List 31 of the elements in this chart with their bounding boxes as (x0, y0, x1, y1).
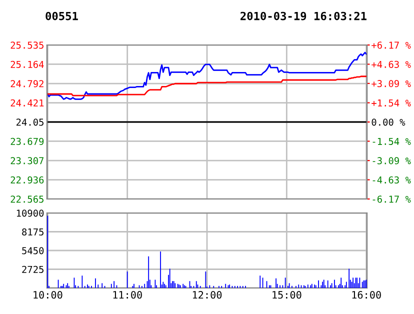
y2-tick-label: -3.09 % (372, 157, 411, 164)
y2-tick-label: +1.54 % (372, 100, 411, 107)
y2-tick-label: -1.54 % (372, 138, 411, 145)
chart-subtitle: 2010-03-19 16:03:21 (240, 12, 366, 20)
y-tick-label: 5450 (22, 247, 44, 254)
y-tick-label: 10900 (16, 210, 44, 217)
chart-title: 00551 (46, 12, 78, 20)
y-tick-label: 25.535 (10, 42, 44, 49)
x-tick-label: 12:00 (192, 291, 222, 299)
y-tick-label: 24.421 (10, 99, 44, 106)
y-tick-label: 8175 (22, 228, 44, 236)
y2-tick-label: +6.17 % (372, 42, 411, 49)
y-tick-label: 22.936 (10, 176, 44, 184)
y2-tick-label: 0.00 % (372, 118, 406, 126)
x-tick-label: 10:00 (34, 291, 62, 299)
y-tick-label: 2725 (22, 266, 44, 273)
x-tick-label: 11:00 (113, 291, 142, 299)
y2-tick-label: +3.09 % (372, 80, 411, 88)
line-series (47, 52, 367, 100)
y-tick-label: 23.679 (10, 138, 44, 145)
line-series (47, 76, 367, 96)
x-tick-label: 15:00 (272, 291, 302, 299)
y-tick-label: 25.164 (10, 60, 44, 68)
y2-tick-label: -4.63 % (372, 176, 411, 184)
y2-tick-label: -6.17 % (372, 196, 411, 203)
y-tick-label: 22.565 (10, 196, 44, 203)
y-tick-label: 24.05 (16, 118, 44, 126)
y2-tick-label: +4.63 % (372, 60, 411, 68)
y-tick-label: 24.792 (10, 80, 44, 88)
y-tick-label: 23.307 (10, 157, 44, 164)
x-tick-label: 16:00 (352, 291, 381, 299)
